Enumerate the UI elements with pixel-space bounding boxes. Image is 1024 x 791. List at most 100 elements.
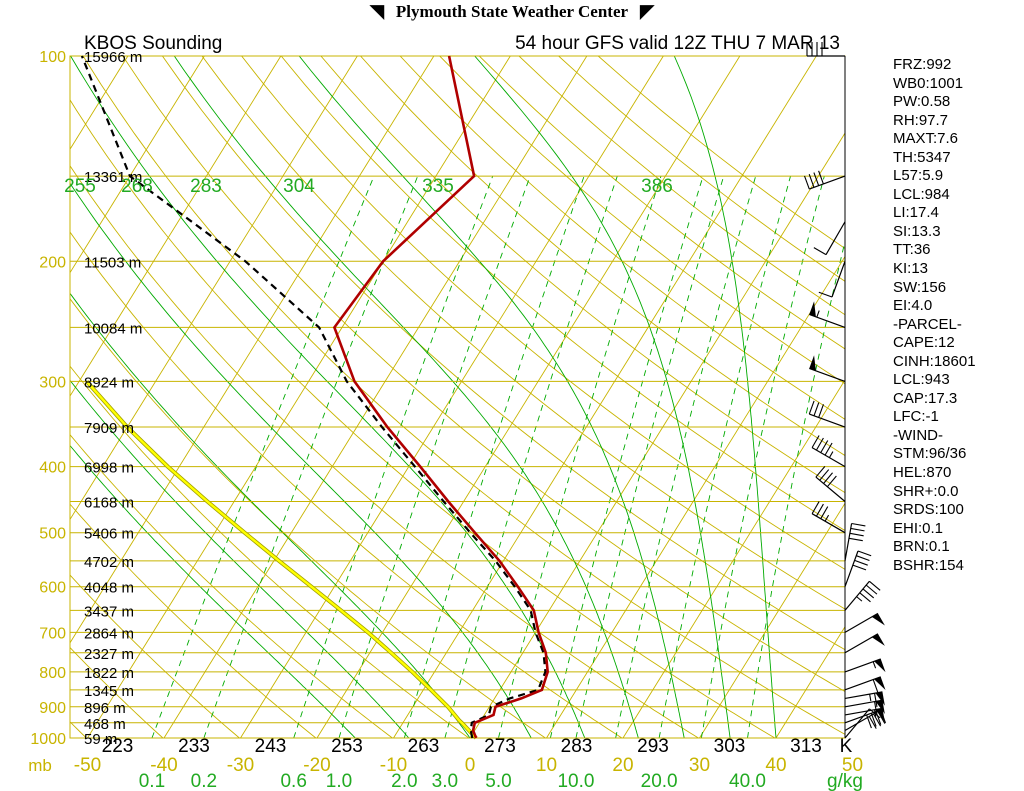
isotherm-line (70, 56, 282, 397)
kelvin-tick-label: 313 (790, 736, 822, 757)
wind-barb (844, 658, 886, 673)
mixing-ratio-line (151, 175, 375, 738)
sounding-title: KBOS Sounding (84, 33, 222, 54)
wind-barb-pennant (875, 691, 885, 706)
wind-barb-flag (874, 693, 878, 708)
wind-barb-shaft (831, 261, 846, 298)
kelvin-tick-label: 263 (408, 736, 440, 757)
isotherm-line (70, 56, 358, 521)
wind-barb-shaft (811, 513, 846, 534)
wind-barb (813, 221, 846, 256)
wind-barb (844, 580, 881, 611)
wind-barb-half-flag (872, 661, 877, 669)
plot-frame (69, 55, 846, 739)
temperature-trace (332, 55, 550, 739)
background-grid (70, 56, 845, 738)
sounding-indices-panel: FRZ:992 WB0:1001 PW:0.58 RH:97.7 MAXT:7.6 TH:… (893, 56, 1023, 575)
mixing-ratio-tick-label: 20.0 (641, 771, 678, 791)
wind-barb-shaft (844, 658, 881, 673)
wind-barb (808, 400, 846, 428)
height-label: 6998 m (84, 460, 134, 477)
isotherm-line (393, 56, 817, 738)
height-label: 1345 m (84, 683, 134, 700)
wind-barb-shaft (809, 175, 846, 190)
wind-barb-flag (815, 437, 824, 451)
wind-barb-pennant (809, 355, 816, 371)
mixing-ratio-tick-label: 0.6 (280, 771, 306, 791)
wind-barb-flag (874, 701, 878, 716)
sounding-index-item: -PARCEL- (893, 315, 962, 333)
sounding-index-item: FRZ:992 (893, 56, 952, 73)
temperature-tick-label: 0 (465, 755, 476, 776)
height-label: 11503 m (84, 254, 141, 271)
pressure-tick-label: 900 (39, 700, 66, 717)
sounding-index-item: BRN:0.1 (893, 538, 950, 556)
mixing-ratio-unit: g/kg (827, 771, 863, 791)
wind-barb-flag (803, 175, 810, 190)
wind-barb-flag (813, 247, 827, 256)
wind-barb (806, 42, 845, 57)
wind-barb-half-flag (828, 451, 834, 458)
wind-barb-pennant (875, 700, 885, 714)
sounding-index-item: LI:17.4 (893, 204, 939, 222)
sounding-index-item: TH:5347 (893, 148, 951, 166)
temperature-tick-label: -50 (74, 755, 101, 776)
mixing-ratio-line (658, 175, 791, 738)
sounding-index-item: PW:0.58 (893, 93, 951, 111)
pressure-tick-label: 500 (39, 526, 66, 543)
isotherm-line (163, 56, 588, 738)
height-label: 4048 m (84, 580, 134, 597)
kelvin-tick-label: 293 (637, 736, 669, 757)
dewpoint-trace (80, 55, 547, 739)
wind-barb-flag (854, 559, 868, 566)
mixing-ratio-tick-label: 1.0 (326, 771, 352, 791)
height-label: 2327 m (84, 646, 134, 663)
kelvin-tick-label: 243 (255, 736, 287, 757)
theta-e-label: 335 (422, 176, 454, 197)
wind-barb-shaft (844, 612, 879, 633)
isotherm-line (70, 56, 435, 644)
kelvin-tick-label: 233 (178, 736, 210, 757)
wind-barb-flag (848, 537, 863, 542)
wind-barb-shaft (815, 476, 846, 502)
wind-barb-pennant (874, 658, 886, 673)
wind-barb-flag (865, 584, 878, 595)
wind-barb (818, 261, 846, 298)
wind-barb-flag (869, 580, 881, 591)
mixing-ratio-line (575, 175, 725, 738)
site-title: Plymouth State Weather Center (395, 2, 629, 21)
sounding-index-item: HEL:870 (893, 464, 952, 482)
wind-barb-flag (823, 472, 833, 484)
wind-barb-flag (818, 291, 833, 298)
kelvin-tick-label: 253 (331, 736, 363, 757)
sounding-index-item: CINH:18601 (893, 352, 976, 370)
mixing-ratio-tick-label: 0.2 (191, 771, 217, 791)
wind-barb-shaft (844, 676, 881, 691)
theta-e-label: 268 (121, 176, 153, 197)
wind-barb (811, 435, 846, 468)
wind-barb-pennant (871, 613, 885, 626)
wind-barb-flag (808, 174, 815, 188)
dry-adiabat-line (70, 646, 164, 738)
wind-barb-half-flag (816, 310, 820, 318)
height-label: 10084 m (84, 320, 142, 337)
wind-barb-flag (815, 503, 824, 517)
mixing-ratio-line (549, 175, 704, 738)
theta-e-label: 255 (64, 176, 96, 197)
site-header: ◥ Plymouth State Weather Center ◤ (0, 0, 1024, 22)
sounding-index-item: CAPE:12 (893, 334, 955, 352)
height-label: 13361 m (84, 169, 142, 186)
wind-barb-half-flag (824, 514, 830, 522)
pressure-tick-label: 800 (39, 665, 66, 682)
temperature-tick-label: 20 (612, 755, 633, 776)
wind-barb-flag (857, 550, 872, 557)
wind-barb-pennant (809, 301, 816, 317)
theta-e-label: 304 (283, 176, 315, 197)
isotherm-line (70, 56, 205, 274)
temperature-tick-label: 10 (536, 755, 557, 776)
sounding-index-item: KI:13 (893, 260, 929, 278)
temperature-tick-label: -30 (227, 755, 254, 776)
pressure-unit: mb (28, 756, 52, 775)
wind-barb-flag (826, 475, 837, 488)
wind-barb-flag (866, 714, 872, 729)
